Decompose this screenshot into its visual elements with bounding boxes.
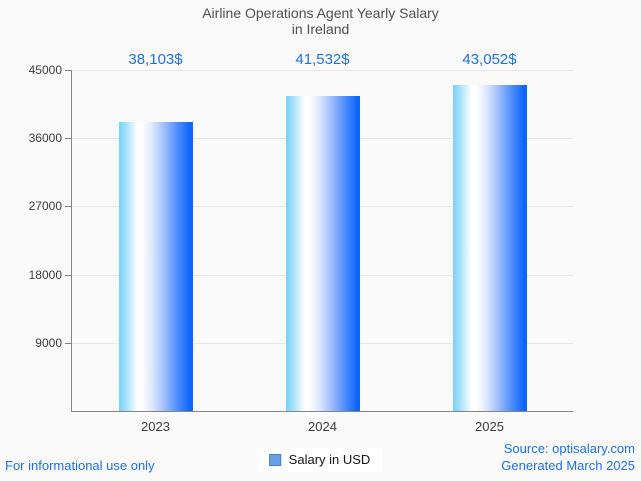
x-tick-label: 2024	[308, 419, 337, 434]
generated-line: Generated March 2025	[501, 458, 635, 473]
source-line: Source: optisalary.com	[503, 441, 635, 456]
y-tick	[65, 138, 71, 140]
y-tick	[65, 70, 71, 71]
bar	[452, 84, 527, 411]
chart-title: Airline Operations Agent Yearly Salary i…	[0, 5, 641, 37]
gridline	[72, 70, 573, 71]
legend-label: Salary in USD	[288, 452, 371, 467]
x-tick-label: 2025	[475, 419, 504, 434]
y-tick-label: 36000	[28, 131, 62, 146]
legend-swatch-icon	[268, 453, 281, 466]
bar	[118, 122, 193, 411]
chart-title-line2: in Ireland	[291, 21, 350, 37]
y-tick-label: 9000	[35, 335, 62, 350]
y-tick-label: 45000	[28, 63, 62, 77]
y-tick	[65, 342, 71, 344]
bar	[285, 96, 360, 411]
plot-area: 9000 18000 27000 36000 45000 38,103$ 2023 41,53…	[29, 51, 573, 434]
disclaimer-text: For informational use only	[5, 458, 155, 473]
legend: Salary in USD	[258, 448, 383, 472]
x-tick-label: 2023	[141, 419, 170, 434]
y-tick-label: 18000	[28, 267, 62, 282]
chart-title-line1: Airline Operations Agent Yearly Salary	[202, 5, 439, 21]
bar-value-label: 43,052$	[462, 51, 517, 68]
y-tick	[65, 274, 71, 276]
y-tick-label: 27000	[28, 199, 62, 214]
bar-value-label: 38,103$	[128, 51, 183, 68]
y-tick	[65, 206, 71, 208]
bar-value-label: 41,532$	[295, 51, 350, 68]
source-attribution: Source: optisalary.com Generated March 2…	[501, 440, 635, 474]
